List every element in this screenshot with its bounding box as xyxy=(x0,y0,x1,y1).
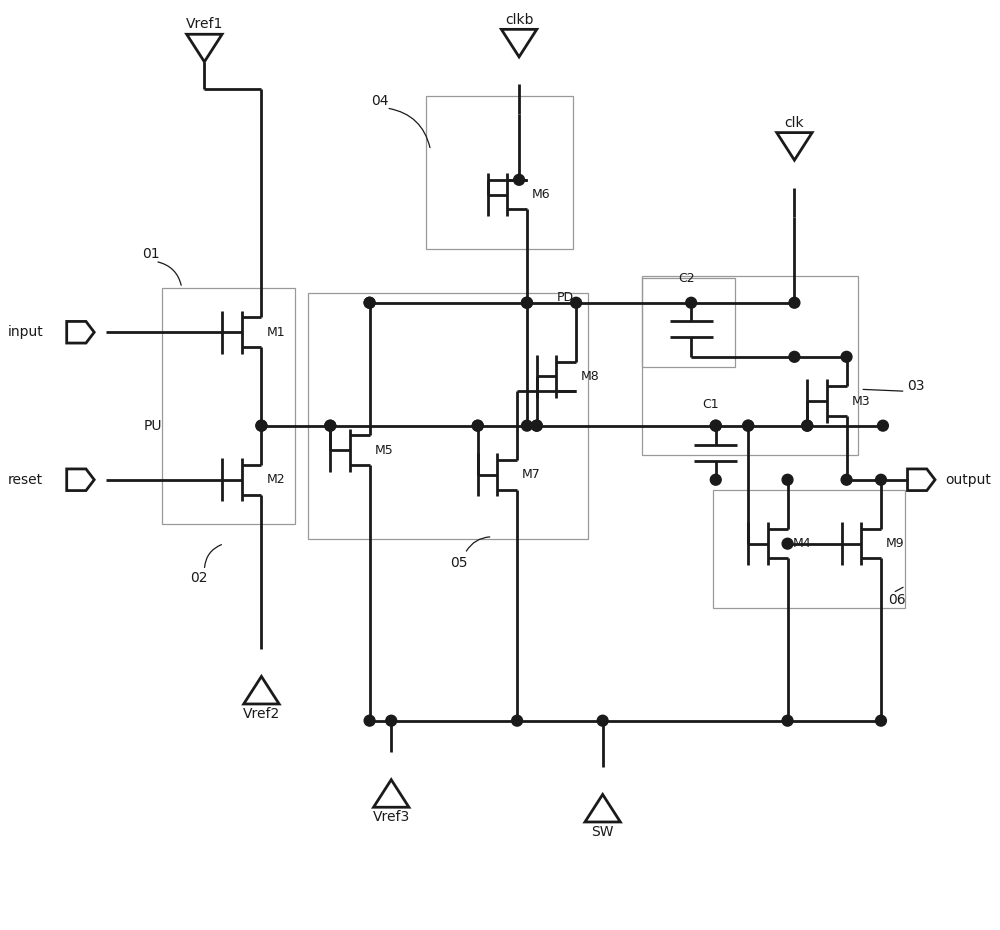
Circle shape xyxy=(743,420,754,432)
Circle shape xyxy=(256,420,267,432)
Circle shape xyxy=(789,352,800,362)
Circle shape xyxy=(802,420,813,432)
Bar xyxy=(308,293,588,538)
Circle shape xyxy=(782,474,793,485)
Circle shape xyxy=(325,420,336,432)
Circle shape xyxy=(364,715,375,726)
Circle shape xyxy=(386,715,397,726)
Circle shape xyxy=(782,715,793,726)
Circle shape xyxy=(472,420,483,432)
Text: PU: PU xyxy=(144,418,162,432)
Text: 01: 01 xyxy=(142,246,160,260)
Text: M1: M1 xyxy=(266,326,285,339)
Text: M8: M8 xyxy=(581,370,600,383)
Circle shape xyxy=(512,715,523,726)
Circle shape xyxy=(710,420,721,432)
Text: Vref1: Vref1 xyxy=(186,18,223,32)
Text: reset: reset xyxy=(8,472,43,486)
Circle shape xyxy=(710,474,721,485)
Text: PD: PD xyxy=(556,291,574,304)
Text: C1: C1 xyxy=(703,397,719,410)
Text: C2: C2 xyxy=(678,272,695,285)
Text: 03: 03 xyxy=(908,379,925,393)
Circle shape xyxy=(710,420,721,432)
Text: 02: 02 xyxy=(190,571,207,585)
Circle shape xyxy=(841,474,852,485)
Circle shape xyxy=(743,420,754,432)
Circle shape xyxy=(876,715,886,726)
Text: M7: M7 xyxy=(522,469,541,482)
Text: M4: M4 xyxy=(792,538,811,551)
Text: M6: M6 xyxy=(532,188,550,201)
Text: input: input xyxy=(8,326,43,339)
Circle shape xyxy=(531,420,542,432)
Circle shape xyxy=(789,298,800,308)
Bar xyxy=(426,96,573,248)
Circle shape xyxy=(364,298,375,308)
Circle shape xyxy=(472,420,483,432)
Circle shape xyxy=(364,298,375,308)
Circle shape xyxy=(531,420,542,432)
Text: M3: M3 xyxy=(851,394,870,407)
Circle shape xyxy=(876,474,886,485)
Circle shape xyxy=(522,298,532,308)
Circle shape xyxy=(782,538,793,549)
Text: SW: SW xyxy=(591,825,614,839)
Circle shape xyxy=(686,298,697,308)
Bar xyxy=(642,278,735,366)
Text: M9: M9 xyxy=(886,538,905,551)
Circle shape xyxy=(522,420,532,432)
Text: 04: 04 xyxy=(372,94,389,108)
Text: clkb: clkb xyxy=(505,12,533,27)
Text: Vref3: Vref3 xyxy=(373,810,410,824)
Text: 05: 05 xyxy=(450,556,468,570)
Circle shape xyxy=(597,715,608,726)
Text: M2: M2 xyxy=(266,473,285,486)
Bar xyxy=(162,288,295,524)
Circle shape xyxy=(325,420,336,432)
Circle shape xyxy=(514,175,524,185)
Text: clk: clk xyxy=(785,115,804,130)
Text: M5: M5 xyxy=(375,444,393,457)
Text: output: output xyxy=(945,472,991,486)
Text: 06: 06 xyxy=(888,592,905,606)
Circle shape xyxy=(522,298,532,308)
Circle shape xyxy=(571,298,582,308)
Circle shape xyxy=(802,420,813,432)
Text: Vref2: Vref2 xyxy=(243,707,280,721)
Circle shape xyxy=(878,420,888,432)
Bar xyxy=(713,489,905,607)
Circle shape xyxy=(256,420,267,432)
Bar xyxy=(642,276,858,455)
Circle shape xyxy=(841,352,852,362)
